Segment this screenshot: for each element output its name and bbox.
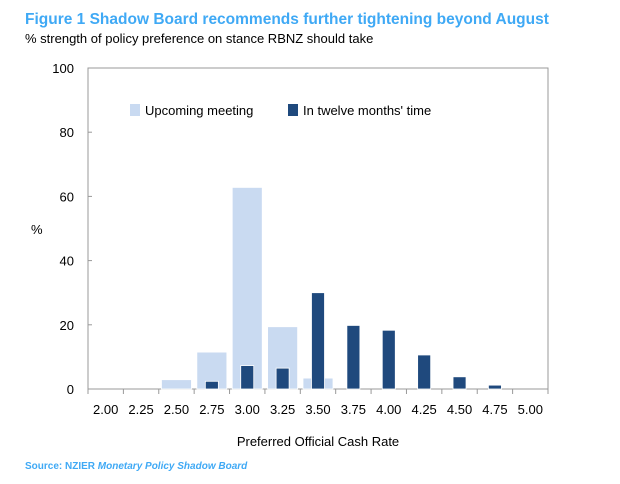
x-tick-label: 4.00 xyxy=(376,402,401,417)
bar-twelve-months xyxy=(311,292,325,390)
bar-twelve-months xyxy=(346,325,361,390)
bar-twelve-months xyxy=(240,365,255,390)
legend-label: In twelve months' time xyxy=(303,103,431,118)
y-tick-label: 0 xyxy=(67,382,74,397)
bar-upcoming xyxy=(161,379,192,390)
legend-swatch xyxy=(130,104,140,116)
x-tick-label: 3.25 xyxy=(270,402,295,417)
y-tick-label: 80 xyxy=(60,125,74,140)
x-axis-label: Preferred Official Cash Rate xyxy=(237,434,399,449)
x-tick-label: 5.00 xyxy=(518,402,543,417)
bar-twelve-months xyxy=(275,367,290,390)
bar-twelve-months xyxy=(381,329,396,390)
y-axis-label: % xyxy=(31,222,43,237)
y-tick-label: 40 xyxy=(60,254,74,269)
y-tick-label: 20 xyxy=(60,318,74,333)
chart-subtitle: % strength of policy preference on stanc… xyxy=(25,31,374,46)
x-tick-label: 2.75 xyxy=(199,402,224,417)
legend-swatch xyxy=(288,104,298,116)
x-tick-label: 3.50 xyxy=(305,402,330,417)
bar-upcoming xyxy=(231,187,263,390)
legend-label: Upcoming meeting xyxy=(145,103,253,118)
x-tick-label: 4.25 xyxy=(411,402,436,417)
x-tick-label: 2.25 xyxy=(128,402,153,417)
source-name: Monetary Policy Shadow Board xyxy=(97,461,248,472)
bar-twelve-months xyxy=(417,354,432,390)
bar-twelve-months xyxy=(204,380,219,390)
x-tick-label: 3.00 xyxy=(235,402,260,417)
source-prefix: Source: NZIER xyxy=(25,461,98,472)
chart-title: Figure 1 Shadow Board recommends further… xyxy=(25,11,549,28)
x-tick-label: 2.00 xyxy=(93,402,118,417)
bar-twelve-months xyxy=(488,384,502,390)
x-tick-label: 4.50 xyxy=(447,402,472,417)
source-note: Source: NZIER Monetary Policy Shadow Boa… xyxy=(25,461,247,472)
x-tick-label: 2.50 xyxy=(164,402,189,417)
x-tick-label: 3.75 xyxy=(341,402,366,417)
x-tick-label: 4.75 xyxy=(482,402,507,417)
y-tick-label: 60 xyxy=(60,189,74,204)
y-tick-label: 100 xyxy=(52,61,74,76)
bar-twelve-months xyxy=(452,376,467,390)
